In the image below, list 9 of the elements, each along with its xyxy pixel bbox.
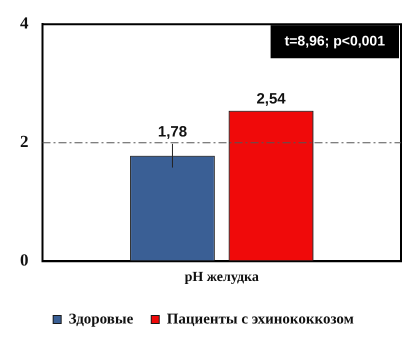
- x-tick-label: pH желудка: [184, 270, 259, 286]
- annotation: t=8,96; p<0,001: [284, 32, 386, 49]
- y-tick-label: 0: [20, 250, 28, 270]
- data-label: 1,78: [158, 124, 188, 141]
- legend-label: Пациенты с эхинококкозом: [166, 311, 354, 328]
- data-label: 2,54: [256, 90, 286, 108]
- y-tick-label: 4: [20, 14, 29, 33]
- legend-label: Здоровые: [68, 311, 134, 328]
- y-tick-label: 2: [20, 132, 28, 152]
